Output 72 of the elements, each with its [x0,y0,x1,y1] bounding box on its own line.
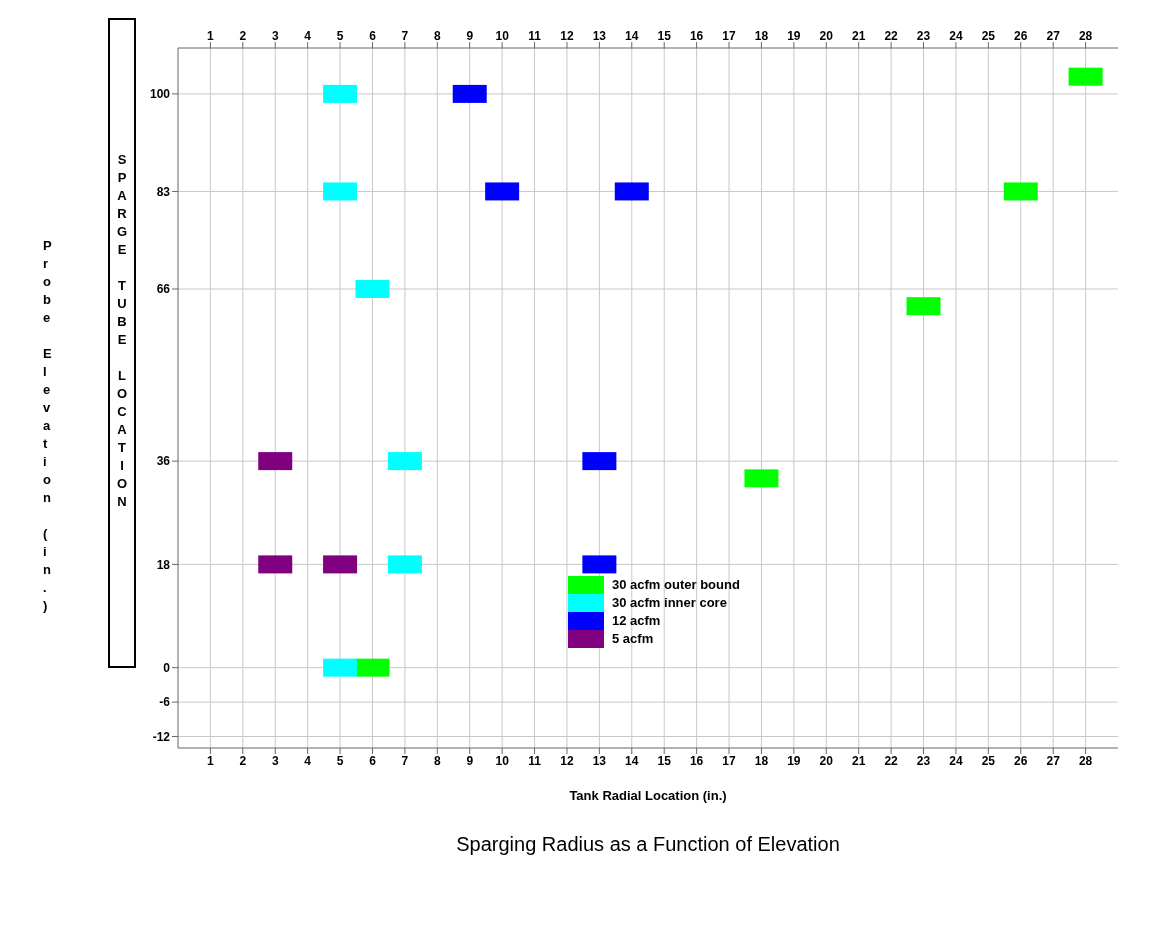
x-tick-label: 19 [787,29,801,43]
x2-tick-label: 4 [304,753,312,768]
x-tick-label: 5 [336,29,344,43]
x-tick-label: 9 [466,29,474,43]
legend-label: 12 acfm [612,613,661,629]
x2-tick-label: 1 [207,753,215,768]
x-tick-label: 21 [852,29,866,43]
x-tick-label: 6 [369,29,377,43]
x2-tick-label: 9 [466,753,474,768]
y-tick-label: 66 [156,282,171,297]
x2-tick-label: 6 [369,753,377,768]
x-tick-label: 16 [689,29,704,43]
y-tick-label: 0 [163,660,171,675]
x-tick-label: 25 [981,29,996,43]
x-tick-label: 17 [722,29,737,43]
x-tick-label: 12 [560,29,574,43]
x-tick-label: 18 [754,29,769,43]
x-axis-title: Tank Radial Location (in.) [568,788,728,803]
x2-tick-label: 21 [852,753,866,768]
x2-tick-label: 2 [239,753,247,768]
x-tick-label: 27 [1046,29,1061,43]
x-tick-label: 23 [916,29,931,43]
x2-tick-label: 27 [1046,753,1061,768]
x-tick-label: 2 [239,29,247,43]
legend-label: 30 acfm outer bound [612,577,740,593]
x2-tick-label: 8 [433,753,441,768]
x-tick-label: 7 [401,29,409,43]
text: Sparging Radius as a Function of Elevation [455,833,841,856]
x-tick-label: 8 [433,29,441,43]
x2-tick-label: 15 [657,753,672,768]
x2-tick-label: 5 [336,753,344,768]
y-tick-label: 83 [156,184,171,199]
y-tick-label: 18 [156,557,171,572]
x-tick-label: 20 [819,29,834,43]
x-tick-label: 3 [271,29,279,43]
x2-tick-label: 23 [916,753,931,768]
x-tick-label: 10 [495,29,510,43]
y-tick-label: -12 [152,729,171,744]
x2-tick-label: 3 [271,753,279,768]
y-tick-label: -6 [159,695,171,710]
x2-tick-label: 22 [884,753,899,768]
legend-label: 5 acfm [612,631,654,647]
text: SPARGE TUBE LOCATION [116,152,128,510]
x-tick-label: 4 [304,29,312,43]
x2-tick-label: 13 [592,753,607,768]
x2-tick-label: 14 [625,753,639,768]
x2-tick-label: 20 [819,753,834,768]
x2-tick-label: 24 [949,753,963,768]
x2-tick-label: 7 [401,753,409,768]
x2-tick-label: 16 [689,753,704,768]
x2-tick-label: 25 [981,753,996,768]
x-tick-label: 1 [207,29,215,43]
x-tick-label: 22 [884,29,899,43]
x-tick-label: 13 [592,29,607,43]
x-tick-label: 14 [625,29,639,43]
x2-tick-label: 28 [1078,753,1093,768]
x-tick-label: 11 [528,29,542,43]
x2-tick-label: 11 [528,753,542,768]
x2-tick-label: 10 [495,753,510,768]
x2-tick-label: 26 [1014,753,1028,768]
x-tick-label: 26 [1014,29,1028,43]
x-tick-label: 24 [949,29,963,43]
x2-tick-label: 17 [722,753,737,768]
y-tick-label: 36 [156,454,171,469]
legend-label: 30 acfm inner core [612,595,727,611]
y-tick-label: 100 [149,87,171,102]
x2-tick-label: 18 [754,753,769,768]
x-tick-label: 15 [657,29,672,43]
x2-tick-label: 12 [560,753,574,768]
x2-tick-label: 19 [787,753,801,768]
text: Probe Elevation (in.) [43,238,52,614]
x-tick-label: 28 [1078,29,1093,43]
